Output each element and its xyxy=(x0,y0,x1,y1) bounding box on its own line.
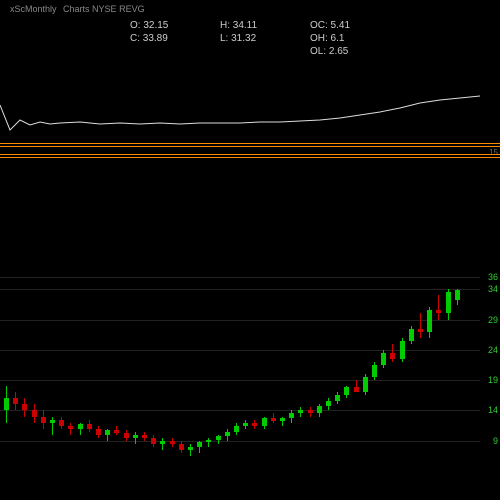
price-axis-label: 36 xyxy=(488,272,498,282)
gridline xyxy=(0,441,480,442)
gridline xyxy=(0,289,480,290)
gridline xyxy=(0,410,480,411)
ohlc-open: O: 32.15 xyxy=(130,20,220,31)
price-axis-label: 29 xyxy=(488,315,498,325)
price-axis-label: 34 xyxy=(488,284,498,294)
header-left: xScMonthly xyxy=(10,4,57,14)
ohlc-high: H: 34.11 xyxy=(220,20,310,31)
ohlc-close: C: 33.89 xyxy=(130,33,220,44)
ohlc-ol: OL: 2.65 xyxy=(310,46,380,57)
price-axis-label: 24 xyxy=(488,345,498,355)
upper-line-chart xyxy=(0,60,480,140)
gridline xyxy=(0,277,480,278)
orange-band-line xyxy=(0,154,500,155)
ohlc-low: L: 31.32 xyxy=(220,33,310,44)
price-axis-label: 14 xyxy=(488,405,498,415)
gridline xyxy=(0,350,480,351)
upper-axis-label: 15 xyxy=(489,148,498,157)
ohlc-oh: OH: 6.1 xyxy=(310,33,380,44)
price-axis-label: 9 xyxy=(493,436,498,446)
ohlc-oc: OC: 5.41 xyxy=(310,20,380,31)
header-mid: Charts NYSE REVG xyxy=(63,4,145,14)
orange-band-line xyxy=(0,143,500,144)
orange-band-line xyxy=(0,157,500,158)
price-axis-label: 19 xyxy=(488,375,498,385)
candlestick-chart[interactable] xyxy=(0,265,480,465)
ohlc-info-panel: O: 32.15 H: 34.11 OC: 5.41 C: 33.89 L: 3… xyxy=(130,20,380,57)
gridline xyxy=(0,320,480,321)
gridline xyxy=(0,380,480,381)
chart-header: xScMonthly Charts NYSE REVG xyxy=(10,4,145,14)
orange-band-line xyxy=(0,146,500,147)
